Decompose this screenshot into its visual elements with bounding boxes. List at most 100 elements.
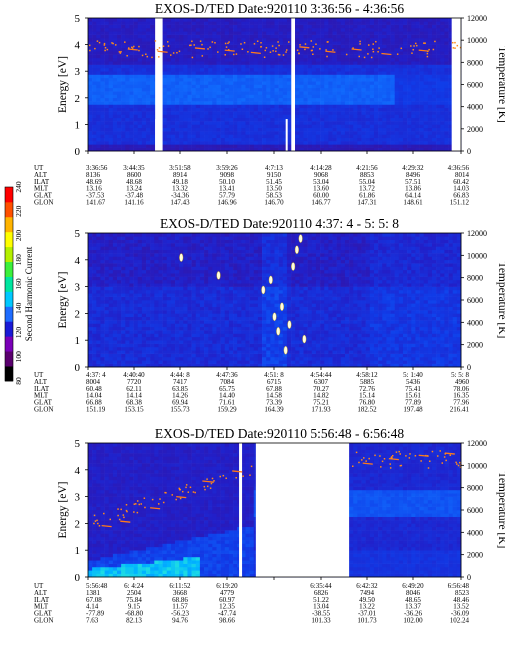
table-cell: 13.41 (219, 185, 235, 193)
temperature-point (325, 50, 336, 53)
temperature-point (372, 50, 375, 53)
table-cell: 13.86 (405, 185, 421, 193)
table-cell: 8496 (406, 171, 421, 179)
table-cell: 4:7:13 (265, 164, 283, 172)
temperature-point (250, 465, 253, 468)
temperature-point (133, 503, 136, 505)
y-axis-label: Energy [eV] (57, 482, 69, 539)
table-row-label: GLON (34, 199, 53, 207)
table-cell: 8014 (455, 171, 470, 179)
table-cell: 147.31 (357, 199, 377, 207)
temperature-point (375, 40, 377, 43)
table-row-label: ALT (34, 378, 48, 386)
table-cell: 16.35 (453, 392, 469, 400)
temperature-point (247, 51, 249, 53)
panel-1: 0 1 2 3 4 5 0 2000 4000 6000 8000 10000 12000 EXOS-D/… (34, 1, 505, 207)
temperature-point (444, 453, 446, 455)
table-cell: 5436 (406, 378, 421, 386)
y2-tick-label: 8000 (467, 484, 483, 493)
table-cell: 6:35:44 (310, 582, 332, 590)
temperature-point (214, 42, 216, 44)
temperature-point (271, 45, 274, 47)
y2-tick-label: 10000 (467, 461, 487, 470)
temperature-point (192, 491, 195, 493)
temperature-point (312, 53, 314, 56)
table-row-label: UT (34, 371, 44, 379)
colorbar-tick-label: 200 (14, 230, 23, 242)
temperature-point (124, 41, 126, 43)
colorbar-segment (5, 321, 13, 337)
temperature-point (423, 42, 425, 44)
temperature-point (154, 40, 157, 42)
temperature-point (282, 54, 285, 56)
y-tick-label: 1 (75, 545, 81, 557)
y2-tick-label: 0 (467, 147, 471, 156)
y2-tick-label: 8000 (467, 274, 483, 283)
table-cell: 3:44:35 (123, 164, 145, 172)
table-cell: 14.14 (126, 392, 142, 400)
temperature-series-3 (93, 450, 462, 528)
table-row-label: GLON (34, 406, 53, 414)
table-cell: 6307 (314, 378, 329, 386)
table-cell: 70.27 (313, 385, 329, 393)
data-gap (451, 18, 461, 151)
temperature-point (119, 52, 122, 54)
temperature-point (411, 52, 413, 54)
temperature-point (454, 41, 456, 44)
temperature-point (122, 514, 125, 516)
table-cell: 60.42 (453, 178, 469, 186)
temperature-point (381, 460, 384, 463)
table-row-label: UT (34, 582, 44, 590)
temperature-point (114, 44, 117, 46)
temperature-point (368, 44, 370, 46)
temperature-point (399, 464, 402, 467)
y2-tick-label: 10000 (467, 36, 487, 45)
table-cell: 61.86 (359, 192, 375, 200)
temperature-point (243, 41, 246, 44)
table-cell: 15.14 (359, 392, 375, 400)
temperature-point (176, 51, 178, 54)
table-row-label: UT (34, 164, 44, 172)
temperature-point (332, 49, 334, 51)
table-cell: -56.23 (171, 610, 190, 618)
table-cell: 14.26 (172, 392, 188, 400)
temperature-point (159, 498, 161, 500)
table-cell: 1381 (86, 589, 101, 597)
temperature-point (400, 464, 403, 467)
table-cell: 9150 (267, 171, 282, 179)
table-cell: 98.66 (219, 617, 235, 625)
temperature-point (352, 47, 354, 49)
y2-tick-label: 10000 (467, 251, 487, 260)
temperature-point (172, 52, 175, 54)
table-cell: 68.38 (126, 399, 142, 407)
temperature-point (310, 40, 313, 42)
temperature-point (381, 52, 392, 56)
table-cell: 14.58 (266, 392, 282, 400)
table-cell: 53.04 (313, 178, 329, 186)
temperature-point (138, 49, 140, 52)
table-cell: 7084 (220, 378, 235, 386)
data-gap (285, 119, 288, 151)
table-cell: 4:51: 8 (264, 371, 284, 379)
temperature-point (311, 49, 313, 52)
temperature-point (424, 42, 426, 44)
table-cell: 55.04 (359, 178, 375, 186)
temperature-point (439, 450, 441, 452)
colorbar-segment (5, 276, 13, 292)
table-cell: 4:58:12 (356, 371, 378, 379)
temperature-point (227, 49, 230, 51)
table-cell: 78.06 (453, 385, 469, 393)
temperature-point (434, 40, 436, 43)
temperature-point (224, 54, 226, 56)
panel-3: 0 1 2 3 4 5 0 2000 4000 6000 8000 10000 12000 EXOS-D/… (34, 426, 505, 625)
temperature-point (94, 47, 96, 50)
temperature-point (260, 45, 262, 48)
table-cell: 60.97 (219, 596, 235, 604)
temperature-point (193, 44, 195, 46)
colorbar-tick-label: 220 (14, 205, 23, 217)
temperature-point (412, 48, 414, 51)
temperature-point (94, 520, 97, 522)
temperature-point (278, 54, 281, 56)
table-cell: 75.41 (405, 385, 421, 393)
table-cell: 4:14:28 (310, 164, 332, 172)
